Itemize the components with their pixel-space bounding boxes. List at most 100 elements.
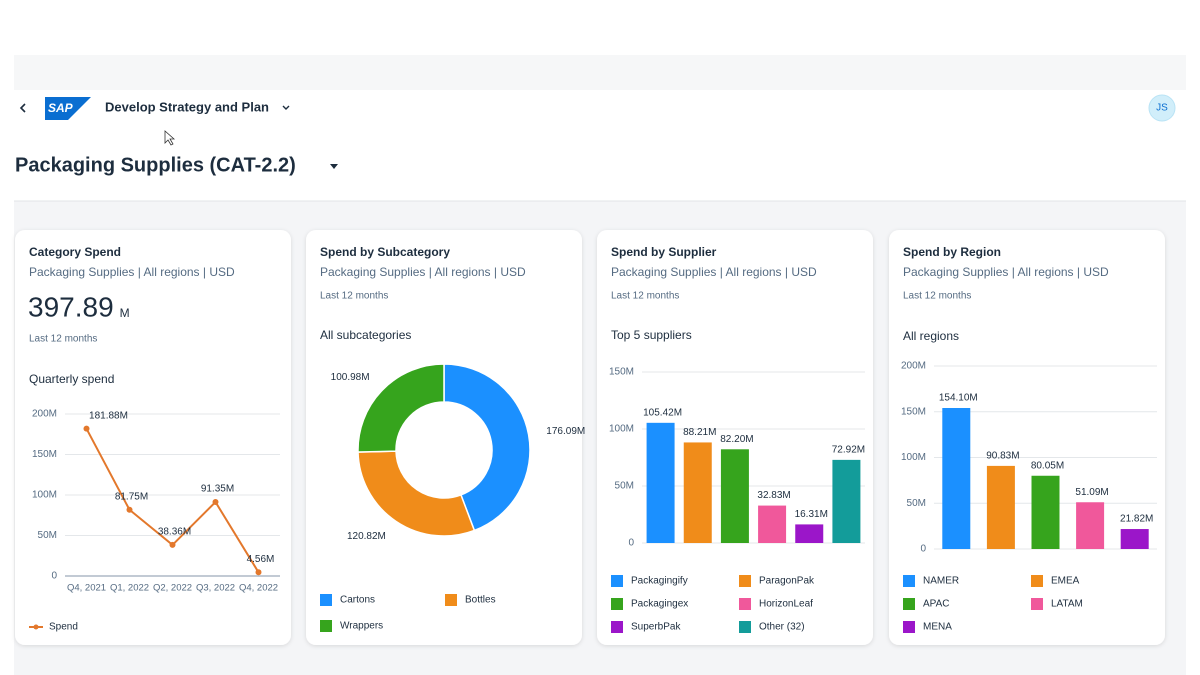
logo-text: SAP: [48, 101, 74, 115]
y-tick-label: 100M: [609, 424, 634, 435]
card-subtitle: Packaging Supplies | All regions | USD: [903, 265, 1109, 279]
data-point: [169, 541, 176, 548]
legend-swatch: [739, 598, 751, 610]
y-tick-label: 0: [51, 571, 57, 582]
donut-slice: [357, 363, 445, 453]
chart-title: All regions: [903, 329, 959, 343]
chart-title: Top 5 suppliers: [611, 328, 692, 342]
legend-label: Packagingify: [631, 576, 688, 587]
title-dropdown[interactable]: [330, 164, 338, 169]
data-label: 176.09M: [546, 426, 585, 437]
y-tick-label: 200M: [32, 409, 57, 420]
legend-label: Cartons: [340, 595, 375, 606]
card-subtitle: Packaging Supplies | All regions | USD: [320, 265, 526, 279]
donut-slice: [443, 363, 531, 532]
legend-label: Wrappers: [340, 621, 383, 632]
data-point: [83, 425, 90, 432]
card[interactable]: [306, 230, 582, 645]
data-label: 72.92M: [832, 445, 865, 456]
data-label: 91.35M: [201, 484, 234, 495]
legend-label: Bottles: [465, 595, 496, 606]
sap-logo: SAP: [45, 97, 91, 120]
chart-title: All subcategories: [320, 328, 411, 342]
period: Last 12 months: [611, 291, 679, 302]
data-label: 81.75M: [115, 491, 148, 502]
data-label: 154.10M: [939, 393, 978, 404]
bar: [832, 459, 861, 543]
page-title: Packaging Supplies (CAT-2.2): [15, 154, 296, 176]
cursor: [164, 130, 176, 146]
y-tick-label: 50M: [38, 530, 57, 541]
y-tick-label: 150M: [32, 449, 57, 460]
bar: [986, 465, 1015, 549]
legend-label: Spend: [49, 622, 78, 633]
app-title[interactable]: Develop Strategy and Plan: [105, 99, 269, 114]
avatar-initials: JS: [1156, 103, 1168, 114]
bar: [683, 442, 712, 543]
avatar[interactable]: [1148, 94, 1176, 122]
bar: [942, 407, 971, 549]
legend-swatch: [320, 620, 332, 632]
y-tick-label: 100M: [901, 452, 926, 463]
legend-swatch: [903, 621, 915, 633]
bar: [795, 524, 824, 543]
data-point: [212, 499, 219, 506]
legend-label: Other (32): [759, 622, 805, 633]
x-tick-label: Q1, 2022: [110, 583, 149, 594]
data-label: 4.56M: [247, 554, 275, 565]
data-label: 21.82M: [1120, 514, 1153, 525]
legend-label: EMEA: [1051, 576, 1080, 587]
legend-label: ParagonPak: [759, 576, 815, 587]
x-tick-label: Q4, 2022: [239, 583, 278, 594]
card-title: Spend by Region: [903, 245, 1001, 259]
card[interactable]: [15, 230, 291, 645]
card-title: Category Spend: [29, 245, 121, 259]
period: Last 12 months: [903, 291, 971, 302]
x-tick-label: Q2, 2022: [153, 583, 192, 594]
data-label: 80.05M: [1031, 460, 1064, 471]
y-tick-label: 50M: [615, 481, 634, 492]
card-title: Spend by Subcategory: [320, 245, 450, 259]
legend-label: HorizonLeaf: [759, 599, 813, 610]
y-tick-label: 100M: [32, 490, 57, 501]
legend-label: LATAM: [1051, 599, 1083, 610]
bar: [1120, 529, 1149, 549]
y-tick-label: 0: [920, 544, 926, 555]
x-tick-label: Q3, 2022: [196, 583, 235, 594]
y-tick-label: 0: [628, 538, 634, 549]
donut-slice: [357, 450, 476, 537]
data-label: 51.09M: [1075, 487, 1108, 498]
y-tick-label: 150M: [901, 406, 926, 417]
data-label: 88.21M: [683, 427, 716, 438]
y-tick-label: 50M: [907, 498, 926, 509]
card-subtitle: Packaging Supplies | All regions | USD: [611, 265, 817, 279]
legend-label: Packagingex: [631, 599, 688, 610]
back-button[interactable]: [19, 103, 26, 113]
legend-swatch: [320, 594, 332, 606]
bar: [720, 449, 749, 543]
legend-swatch: [903, 575, 915, 587]
kpi-value: 397.89: [28, 291, 114, 322]
kpi-unit: M: [120, 306, 130, 320]
legend-swatch: [445, 594, 457, 606]
y-tick-label: 200M: [901, 361, 926, 372]
app-menu-chevron[interactable]: [282, 105, 290, 110]
legend-marker: [33, 624, 39, 630]
legend-swatch: [1031, 575, 1043, 587]
top-bar: [14, 55, 1186, 90]
data-label: 90.83M: [986, 451, 1019, 462]
legend-label: SuperbPak: [631, 622, 681, 633]
data-label: 100.98M: [331, 372, 370, 383]
legend-swatch: [611, 575, 623, 587]
card-subtitle: Packaging Supplies | All regions | USD: [29, 265, 235, 279]
period: Last 12 months: [29, 334, 97, 345]
data-label: 16.31M: [795, 509, 828, 520]
data-label: 38.36M: [158, 527, 191, 538]
bar: [646, 422, 675, 543]
legend-swatch: [611, 621, 623, 633]
data-point: [126, 506, 133, 513]
bar: [758, 505, 787, 543]
data-label: 120.82M: [347, 531, 386, 542]
y-tick-label: 150M: [609, 367, 634, 378]
